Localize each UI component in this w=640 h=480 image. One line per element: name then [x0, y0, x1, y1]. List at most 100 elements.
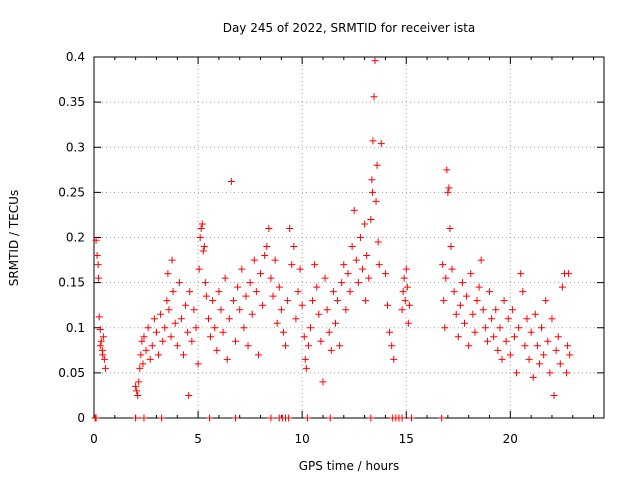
data-point: [135, 378, 143, 386]
data-point: [465, 342, 473, 350]
data-point: [446, 224, 454, 232]
data-point: [404, 319, 412, 327]
data-point: [317, 337, 325, 345]
data-point: [311, 261, 319, 269]
data-point: [369, 188, 377, 196]
data-point: [566, 351, 574, 359]
data-point: [377, 140, 385, 148]
data-point: [190, 306, 198, 314]
data-point: [381, 270, 389, 278]
data-point: [309, 297, 317, 305]
data-point: [546, 369, 554, 377]
y-tick-label: 0: [77, 411, 85, 425]
data-point: [221, 274, 229, 282]
y-tick-label: 0.3: [66, 140, 85, 154]
data-point: [458, 279, 466, 287]
data-point: [563, 369, 571, 377]
data-point: [254, 351, 262, 359]
data-point: [209, 297, 217, 305]
y-tick-label: 0.1: [66, 321, 85, 335]
data-point: [494, 346, 502, 354]
data-point: [367, 215, 375, 223]
axis-ticks: 0 0.05 0.1 0.15 0.2 0.25 0.3 0.35 0.4 0 5 10 15 20: [58, 50, 604, 446]
data-point: [450, 288, 458, 296]
data-point: [313, 283, 321, 291]
data-point: [525, 355, 533, 363]
x-tick-label: 10: [295, 432, 310, 446]
data-point: [207, 333, 215, 341]
data-point: [500, 297, 508, 305]
data-point: [374, 238, 382, 246]
data-point: [375, 261, 383, 269]
data-point: [171, 319, 179, 327]
data-point: [367, 414, 375, 422]
data-point: [198, 220, 206, 228]
data-point: [99, 351, 107, 359]
data-point: [196, 234, 204, 241]
data-point: [232, 414, 240, 422]
data-point: [244, 342, 252, 350]
data-point: [362, 297, 370, 305]
data-point: [548, 315, 556, 323]
data-point: [390, 355, 398, 363]
data-point: [136, 364, 144, 372]
data-point: [506, 351, 514, 359]
data-point: [298, 301, 306, 309]
data-point: [169, 288, 177, 296]
data-point: [188, 337, 196, 345]
data-point: [134, 391, 142, 399]
data-point: [384, 301, 392, 309]
data-point: [531, 310, 539, 318]
data-point: [370, 93, 378, 101]
data-point: [344, 270, 352, 278]
x-axis-label: GPS time / hours: [299, 459, 400, 473]
data-point: [477, 256, 485, 264]
data-point: [529, 373, 537, 381]
data-point: [217, 306, 225, 314]
data-point: [342, 306, 350, 314]
data-point: [368, 176, 376, 184]
data-point: [542, 297, 550, 305]
data-point: [133, 387, 141, 395]
data-point: [137, 351, 145, 359]
data-point: [92, 236, 100, 244]
data-point: [319, 378, 327, 386]
data-point: [439, 261, 447, 269]
data-point: [338, 279, 346, 287]
data-point: [326, 414, 334, 422]
data-point: [252, 288, 260, 296]
data-point: [452, 310, 460, 318]
data-point: [448, 265, 456, 273]
data-point: [463, 292, 471, 300]
data-point: [229, 297, 237, 305]
data-point: [290, 243, 298, 251]
data-point: [161, 324, 169, 332]
data-point: [185, 391, 193, 399]
data-point: [496, 324, 504, 332]
data-point: [95, 313, 103, 321]
data-point: [240, 324, 248, 332]
data-point: [521, 342, 529, 350]
data-point: [558, 283, 566, 291]
data-point: [444, 188, 452, 196]
data-point: [443, 166, 451, 174]
data-point: [285, 414, 293, 422]
data-point: [492, 306, 500, 314]
data-point: [346, 288, 354, 296]
x-tick-label: 20: [503, 432, 518, 446]
data-point: [523, 315, 531, 323]
data-point: [454, 333, 462, 341]
data-point: [540, 351, 548, 359]
data-point: [556, 360, 564, 368]
data-point: [155, 351, 163, 359]
data-point: [197, 224, 205, 232]
data-point: [192, 324, 200, 332]
x-tick-label: 15: [399, 432, 414, 446]
data-point: [356, 234, 364, 241]
data-point: [513, 369, 521, 377]
data-point: [498, 355, 506, 363]
data-point: [194, 360, 202, 368]
y-tick-label: 0.2: [66, 231, 85, 245]
data-point: [150, 315, 158, 323]
